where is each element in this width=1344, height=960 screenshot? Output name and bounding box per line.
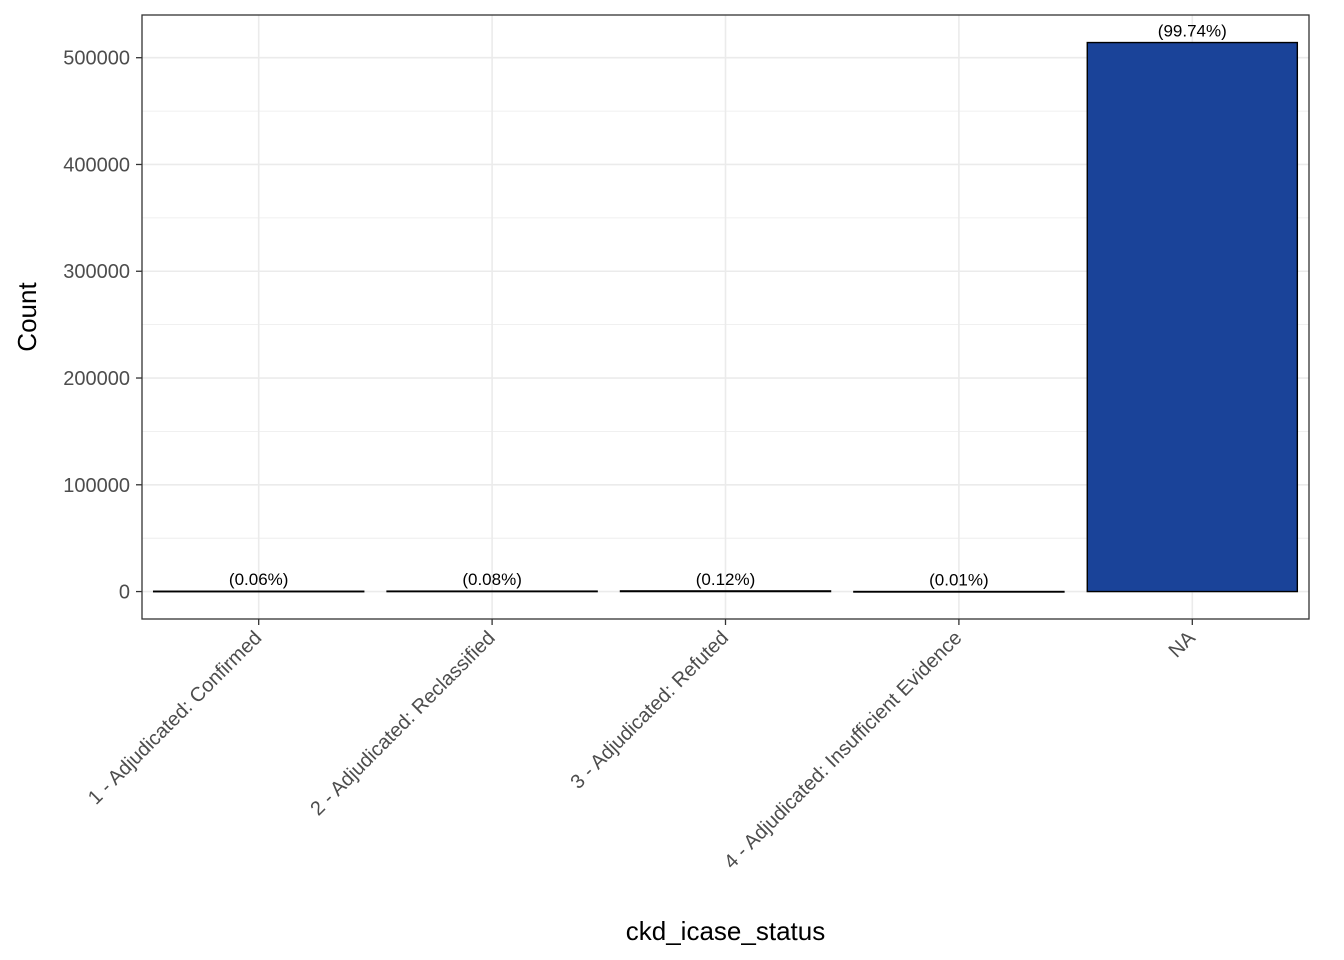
x-axis-title: ckd_icase_status — [626, 916, 825, 946]
y-tick-label: 500000 — [63, 48, 130, 70]
bar-value-label-3: (0.12%) — [696, 570, 756, 589]
data-labels: (0.06%) (0.08%) (0.12%) (0.01%) (99.74%) — [229, 22, 1227, 590]
y-tick-label: 100000 — [63, 475, 130, 497]
bar-1 — [152, 590, 365, 593]
bar-2 — [386, 590, 598, 593]
bar-value-label-1: (0.06%) — [229, 570, 289, 589]
grid-lines — [142, 15, 1309, 619]
bar-value-label-2: (0.08%) — [462, 570, 522, 589]
x-tick-label: 2 - Adjudicated: Reclassified — [306, 627, 499, 820]
x-tick-label: 3 - Adjudicated: Refuted — [567, 627, 734, 794]
bar-value-label-5: (99.74%) — [1158, 22, 1227, 41]
y-tick-label: 300000 — [63, 261, 130, 283]
y-tick-label: 0 — [119, 582, 130, 604]
x-tick-label: NA — [1165, 627, 1201, 663]
y-tick-label: 400000 — [63, 154, 130, 176]
bar-4 — [853, 590, 1065, 593]
bars — [152, 41, 1299, 593]
x-tick-label: 4 - Adjudicated: Insufficient Evidence — [720, 627, 966, 873]
bar-5 — [1086, 41, 1299, 593]
x-tick-label: 1 - Adjudicated: Confirmed — [84, 627, 266, 809]
y-tick-label: 200000 — [63, 368, 130, 390]
y-axis-title: Count — [12, 282, 42, 352]
x-axis: 1 - Adjudicated: Confirmed 2 - Adjudicate… — [84, 619, 1200, 873]
bar-3 — [619, 590, 832, 593]
y-axis: 0 100000 200000 300000 400000 500000 — [63, 48, 142, 604]
bar-value-label-4: (0.01%) — [929, 571, 989, 590]
